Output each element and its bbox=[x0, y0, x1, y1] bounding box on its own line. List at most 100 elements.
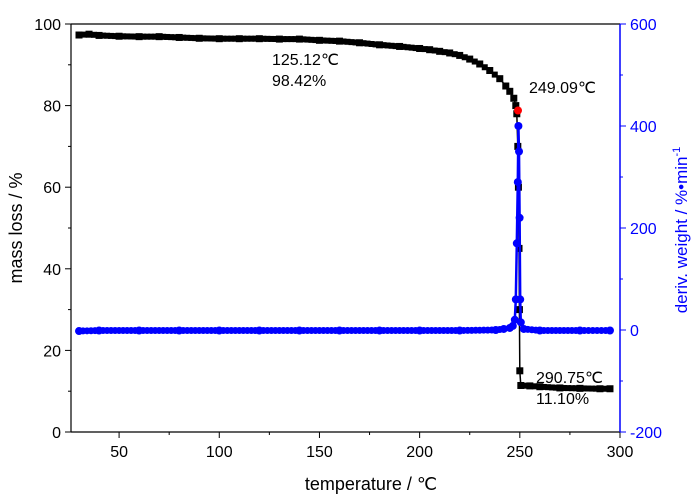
mass-point bbox=[124, 33, 131, 40]
mass-point bbox=[104, 32, 111, 39]
y-axis-left-label: mass loss / % bbox=[6, 172, 26, 283]
mass-point bbox=[252, 35, 259, 42]
deriv-point bbox=[510, 315, 519, 324]
mass-point bbox=[412, 45, 419, 52]
mass-point bbox=[364, 40, 371, 47]
annotation-ann2-line-0: 249.09℃ bbox=[529, 80, 596, 97]
mass-point bbox=[540, 383, 547, 390]
y-left-tick-label: 20 bbox=[43, 343, 61, 360]
mass-point bbox=[172, 34, 179, 41]
mass-point bbox=[292, 36, 299, 43]
mass-point bbox=[560, 385, 567, 392]
mass-point bbox=[315, 36, 323, 44]
y-axis-right-label-superscript: -1 bbox=[671, 147, 683, 157]
mass-point bbox=[548, 384, 555, 391]
mass-point bbox=[188, 34, 195, 41]
mass-point bbox=[584, 385, 591, 392]
deriv-point bbox=[513, 178, 522, 187]
mass-point bbox=[212, 35, 219, 42]
x-tick-label: 150 bbox=[306, 444, 333, 461]
mass-point bbox=[115, 32, 123, 40]
mass-point bbox=[344, 38, 351, 45]
mass-point bbox=[431, 47, 438, 54]
mass-point bbox=[491, 71, 498, 78]
y-right-tick-label: 400 bbox=[630, 119, 657, 136]
mass-point bbox=[564, 385, 571, 392]
deriv-point bbox=[516, 318, 525, 327]
mass-point bbox=[461, 54, 468, 61]
mass-point bbox=[280, 36, 287, 43]
mass-point bbox=[284, 36, 291, 43]
mass-point bbox=[91, 31, 98, 38]
y-right-tick-label: 600 bbox=[630, 17, 657, 34]
mass-point bbox=[352, 39, 359, 46]
mass-point bbox=[272, 36, 279, 43]
mass-point bbox=[275, 35, 283, 43]
y-axis-right-label-text: deriv. weight / %•min bbox=[672, 156, 691, 313]
y-left-tick-label: 60 bbox=[43, 180, 61, 197]
mass-point bbox=[348, 39, 355, 46]
mass-point bbox=[506, 87, 514, 95]
mass-point bbox=[476, 60, 484, 68]
mass-point bbox=[244, 35, 251, 42]
mass-point bbox=[486, 67, 494, 75]
y-right-tick-label: -200 bbox=[630, 425, 662, 442]
mass-point bbox=[592, 385, 599, 392]
annotation-ann3-line-0: 290.75℃ bbox=[536, 370, 603, 387]
mass-point bbox=[400, 43, 407, 50]
mass-point bbox=[517, 381, 525, 389]
mass-point bbox=[451, 51, 458, 58]
mass-point bbox=[496, 75, 504, 83]
mass-point bbox=[200, 35, 207, 42]
mass-point bbox=[304, 36, 311, 43]
x-tick-label: 300 bbox=[607, 444, 634, 461]
mass-point bbox=[320, 37, 327, 44]
mass-point bbox=[576, 384, 584, 392]
mass-point bbox=[85, 30, 93, 38]
mass-point bbox=[596, 385, 604, 393]
mass-point bbox=[175, 33, 183, 41]
mass-point bbox=[510, 94, 518, 102]
x-tick-label: 250 bbox=[506, 444, 533, 461]
mass-point bbox=[436, 47, 444, 55]
mass-point bbox=[384, 42, 391, 49]
series-line-deriv bbox=[78, 125, 610, 333]
mass-point bbox=[552, 384, 559, 391]
mass-point bbox=[288, 36, 295, 43]
mass-point bbox=[601, 385, 608, 392]
mass-point bbox=[536, 383, 544, 391]
mass-point bbox=[356, 39, 364, 47]
mass-point bbox=[421, 46, 428, 53]
mass-point bbox=[332, 37, 339, 44]
y-right-tick-label: 0 bbox=[630, 323, 639, 340]
mass-point bbox=[264, 35, 271, 42]
y-axis-right-label: deriv. weight / %•min-1 bbox=[671, 147, 691, 314]
mass-point bbox=[471, 58, 478, 65]
mass-point bbox=[140, 33, 147, 40]
mass-point bbox=[232, 35, 239, 42]
deriv-point bbox=[512, 239, 521, 248]
mass-point bbox=[522, 382, 529, 389]
mass-point bbox=[184, 34, 191, 41]
mass-point bbox=[531, 383, 538, 390]
annotation-ann3-line-1: 11.10% bbox=[536, 391, 589, 408]
mass-point bbox=[324, 37, 331, 44]
mass-point bbox=[224, 35, 231, 42]
mass-point bbox=[75, 31, 83, 39]
mass-point bbox=[441, 49, 448, 56]
mass-point bbox=[502, 82, 510, 90]
mass-point bbox=[228, 35, 235, 42]
mass-point bbox=[568, 385, 575, 392]
mass-point bbox=[328, 37, 335, 44]
mass-point bbox=[260, 35, 267, 42]
mass-point bbox=[208, 35, 215, 42]
mass-point bbox=[160, 33, 167, 40]
mass-point bbox=[144, 33, 151, 40]
mass-point bbox=[164, 33, 171, 40]
mass-point bbox=[380, 42, 387, 49]
mass-point bbox=[312, 37, 319, 44]
deriv-point bbox=[514, 122, 523, 130]
mass-point bbox=[392, 43, 399, 50]
mass-point bbox=[155, 33, 163, 41]
